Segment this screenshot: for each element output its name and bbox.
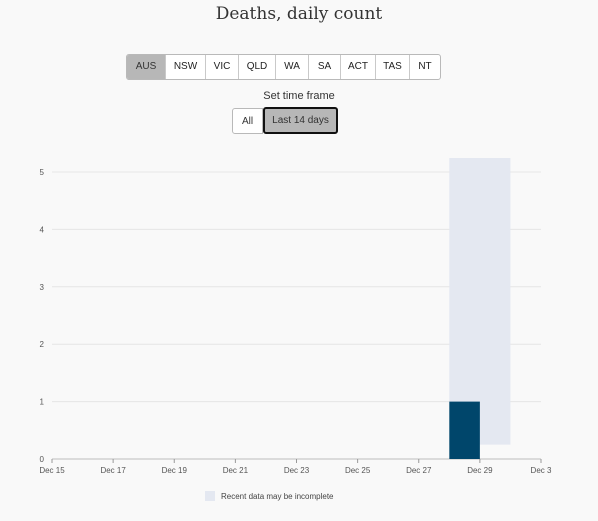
region-button-tas[interactable]: TAS [375, 55, 409, 79]
y-tick-label: 2 [40, 340, 45, 349]
region-button-aus[interactable]: AUS [127, 55, 165, 79]
incomplete-data-region [449, 158, 511, 445]
bar-dec-28 [449, 401, 480, 459]
region-button-nsw[interactable]: NSW [165, 55, 205, 79]
region-button-vic[interactable]: VIC [205, 55, 238, 79]
chart-bars [449, 401, 480, 459]
region-selector: AUS NSW VIC QLD WA SA ACT TAS NT [126, 54, 441, 80]
x-tick-label: Dec 21 [223, 466, 249, 475]
y-tick-label: 5 [40, 168, 45, 177]
y-tick-label: 4 [40, 225, 45, 234]
x-tick-label: Dec 3 [531, 466, 552, 475]
x-axis-ticks: Dec 15 Dec 17 Dec 19 Dec 21 Dec 23 Dec 25 Dec … [39, 459, 552, 475]
x-tick-label: Dec 29 [467, 466, 493, 475]
region-button-nt[interactable]: NT [409, 55, 440, 79]
y-tick-label: 3 [40, 283, 45, 292]
chart-title: Deaths, daily count [215, 4, 383, 24]
x-tick-label: Dec 25 [345, 466, 371, 475]
region-button-sa[interactable]: SA [308, 55, 340, 79]
x-tick-label: Dec 27 [406, 466, 432, 475]
incomplete-legend-swatch [205, 491, 215, 501]
time-frame-label: Set time frame [263, 90, 335, 102]
region-button-wa[interactable]: WA [275, 55, 308, 79]
y-tick-label: 0 [40, 455, 45, 464]
x-tick-label: Dec 19 [162, 466, 188, 475]
region-button-act[interactable]: ACT [340, 55, 375, 79]
x-tick-label: Dec 15 [39, 466, 65, 475]
y-axis-ticks: 0 1 2 3 4 5 [40, 168, 45, 464]
incomplete-legend-label: Recent data may be incomplete [221, 491, 334, 501]
x-tick-label: Dec 23 [284, 466, 310, 475]
region-button-qld[interactable]: QLD [238, 55, 275, 79]
time-frame-all-button[interactable]: All [232, 108, 263, 134]
time-frame-selector: All Last 14 days [232, 107, 338, 134]
chart-legend: Recent data may be incomplete [205, 491, 334, 501]
time-frame-last-14-days-button[interactable]: Last 14 days [263, 107, 338, 134]
x-tick-label: Dec 17 [100, 466, 126, 475]
y-tick-label: 1 [40, 398, 45, 407]
